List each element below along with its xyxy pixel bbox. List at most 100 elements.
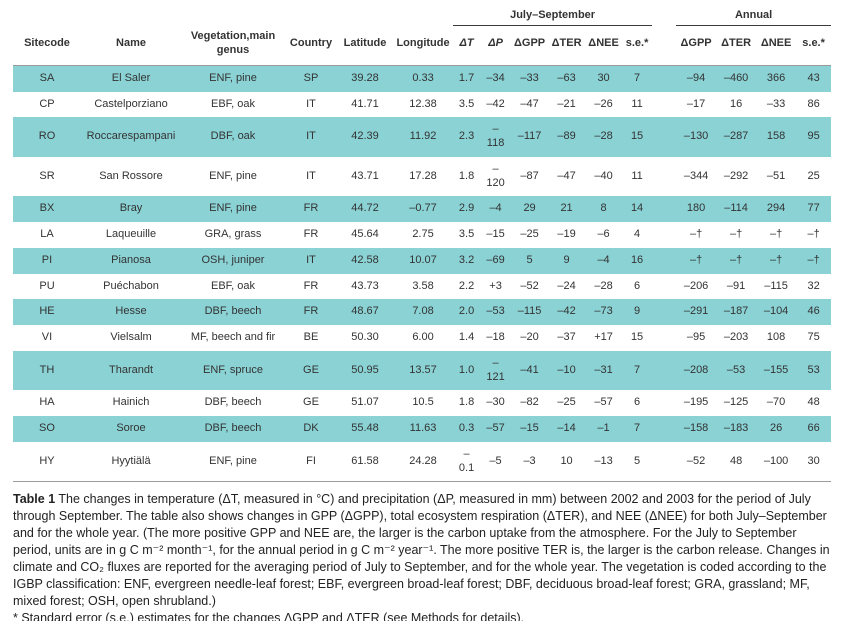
cell-ann-se: 32 (807, 279, 820, 292)
cell-ann-delta-nee: 294 (756, 196, 797, 222)
cell-ann-delta-gpp: –95 (686, 331, 706, 343)
cell-longitude: 10.07 (393, 247, 454, 274)
cell-ann-delta-ter: –203 (723, 331, 749, 343)
cell-ann-delta-nee: –51 (766, 169, 786, 182)
footnote-standard-error: * Standard error (s.e.) estimates for th… (13, 611, 525, 621)
cell-ann-delta-nee: –33 (766, 97, 786, 110)
cell-jas-se: 7 (622, 350, 653, 391)
cell-jas-delta-nee: –28 (585, 117, 623, 157)
group-gap (652, 6, 676, 25)
cell-jas-delta-nee: 8 (585, 196, 623, 222)
col-header-country: Country (285, 25, 337, 66)
cell-ann-se: –† (807, 228, 820, 240)
cell-ann-delta-nee: 366 (756, 65, 797, 92)
cell-jas-delta-gpp: –47 (520, 97, 539, 110)
table-row: SO Soroe DBF, beech DK 55.48 11.63 0.3 –57 –15 –1… (13, 416, 832, 442)
cell-sitecode: SO (13, 416, 81, 442)
cell-jas-delta-p: –15 (486, 228, 505, 240)
cell-jas-delta-ter: –14 (548, 416, 586, 442)
table-row: RO Roccarespampani DBF, oak IT 42.39 11.92 2.3… (13, 117, 832, 157)
cell-jas-delta-p: –69 (480, 247, 512, 274)
cell-latitude: 45.64 (351, 228, 379, 240)
cell-ann-delta-nee: –155 (756, 350, 797, 391)
cell-jas-delta-nee: 30 (585, 65, 623, 92)
cell-ann-se: 30 (807, 454, 820, 467)
cell-ann-delta-nee: –† (756, 247, 797, 274)
cell-jas-delta-t: – 0.1 (458, 447, 475, 474)
col-header-jas-delta-t: ΔT (453, 25, 481, 66)
cell-jas-delta-ter: –24 (557, 279, 576, 292)
cell-jas-delta-nee: –57 (594, 396, 613, 409)
cell-vegetation: EBF, oak (210, 97, 256, 110)
cell-ann-delta-gpp: –130 (676, 117, 717, 157)
cell-name: San Rossore (99, 169, 163, 182)
caption-text: The changes in temperature (ΔT, measured… (13, 492, 830, 609)
cell-jas-delta-nee: –28 (594, 279, 613, 292)
cell-ann-se: 75 (807, 331, 820, 343)
cell-vegetation: ENF, pine (181, 65, 285, 92)
cell-name: Hesse (81, 299, 181, 325)
group-gap (652, 416, 677, 442)
group-gap (652, 350, 677, 391)
cell-jas-delta-nee: –73 (585, 299, 623, 325)
cell-longitude: 24.28 (409, 454, 437, 467)
group-gap (652, 196, 677, 222)
cell-jas-delta-ter: –19 (557, 228, 576, 240)
cell-jas-delta-t: 2.3 (453, 117, 481, 157)
cell-jas-delta-p: –57 (480, 416, 512, 442)
cell-ann-delta-gpp: –17 (686, 97, 706, 110)
cell-country: GE (303, 396, 319, 409)
cell-jas-se: 11 (631, 169, 643, 182)
cell-jas-delta-p: –4 (480, 196, 512, 222)
cell-longitude: 10.5 (412, 396, 434, 409)
group-gap (652, 390, 676, 416)
cell-ann-delta-nee: 158 (756, 117, 797, 157)
cell-ann-se: 66 (796, 416, 832, 442)
cell-jas-delta-t: 1.8 (458, 396, 475, 409)
cell-ann-delta-ter: 48 (729, 454, 743, 467)
cell-ann-se: 77 (796, 196, 832, 222)
cell-sitecode: BX (13, 196, 81, 222)
cell-name: Hainich (112, 396, 150, 409)
cell-ann-delta-ter: –114 (716, 196, 757, 222)
table-row: HA Hainich DBF, beech GE 51.07 10.5 1.8 –30 –82 –… (13, 390, 831, 416)
cell-jas-delta-ter: –47 (557, 169, 576, 182)
col-header-longitude: Longitude (393, 25, 454, 66)
cell-jas-delta-gpp: –33 (511, 65, 549, 92)
table-header: July–September Annual Sitecode Name Vege… (13, 6, 832, 66)
col-header-jas-delta-gpp: ΔGPP (511, 25, 549, 66)
cell-name: Soroe (81, 416, 181, 442)
cell-ann-se: 95 (796, 117, 832, 157)
cell-latitude: 51.07 (351, 396, 379, 409)
cell-ann-se: 86 (807, 97, 820, 110)
cell-ann-se: 25 (807, 169, 820, 182)
cell-jas-delta-p: –5 (489, 454, 502, 467)
column-header-row: Sitecode Name Vegetation,main genus Coun… (13, 25, 832, 66)
cell-jas-delta-t: 0.3 (453, 416, 481, 442)
site-flux-table: July–September Annual Sitecode Name Vege… (13, 6, 832, 483)
table-row: SA El Saler ENF, pine SP 39.28 0.33 1.7 –34 –33–… (13, 65, 832, 92)
table-row: BX Bray ENF, pine FR 44.72 –0.77 2.9 –4 29 21 8 14 1… (13, 196, 832, 222)
cell-country: FR (303, 279, 319, 292)
cell-jas-delta-t: 2.0 (453, 299, 481, 325)
cell-name: Puéchabon (103, 279, 159, 292)
cell-latitude: 48.67 (337, 299, 393, 325)
cell-ann-delta-gpp: –94 (676, 65, 717, 92)
cell-sitecode: LA (40, 228, 54, 240)
table-row: PI Pianosa OSH, juniper IT 42.58 10.07 3.2 –69 5… (13, 247, 832, 274)
group-gap (652, 325, 676, 351)
cell-jas-delta-gpp: 29 (511, 196, 549, 222)
col-header-name: Name (81, 25, 181, 66)
cell-jas-delta-p: – 118 (480, 117, 512, 157)
cell-longitude: 13.57 (393, 350, 454, 391)
cell-jas-delta-nee: –31 (585, 350, 623, 391)
col-header-jas-delta-ter: ΔTER (548, 25, 586, 66)
cell-latitude: 43.71 (351, 169, 379, 182)
cell-ann-delta-ter: –125 (723, 396, 749, 409)
cell-jas-delta-t: 3.5 (458, 228, 475, 240)
cell-ann-delta-gpp: –206 (683, 279, 709, 292)
cell-jas-delta-t: 1.8 (458, 169, 475, 182)
cell-sitecode: PI (13, 247, 81, 274)
cell-jas-delta-gpp: –52 (520, 279, 539, 292)
cell-jas-se: 11 (631, 97, 643, 110)
